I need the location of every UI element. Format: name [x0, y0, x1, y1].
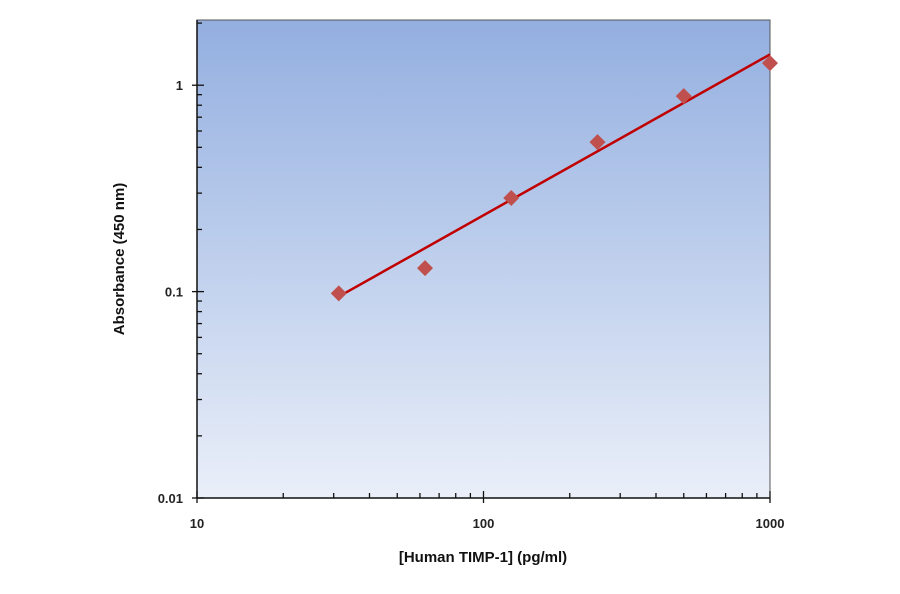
x-tick-label: 10: [190, 516, 204, 531]
y-tick-label: 0.1: [165, 285, 183, 300]
data-point: [675, 88, 692, 105]
x-tick-label: 100: [473, 516, 495, 531]
data-point: [762, 55, 778, 72]
y-axis-label: Absorbance (450 nm): [111, 183, 128, 336]
data-point: [417, 260, 434, 277]
x-tick-label: 1000: [756, 516, 785, 531]
data-point: [589, 134, 606, 151]
data-point: [503, 190, 520, 207]
data-point: [330, 285, 347, 302]
y-tick-label: 0.01: [158, 491, 183, 506]
y-tick-label: 1: [176, 78, 183, 93]
plot-area: [196, 19, 771, 499]
fit-line: [338, 53, 771, 298]
x-axis-label: [Human TIMP-1] (pg/ml): [399, 549, 567, 566]
